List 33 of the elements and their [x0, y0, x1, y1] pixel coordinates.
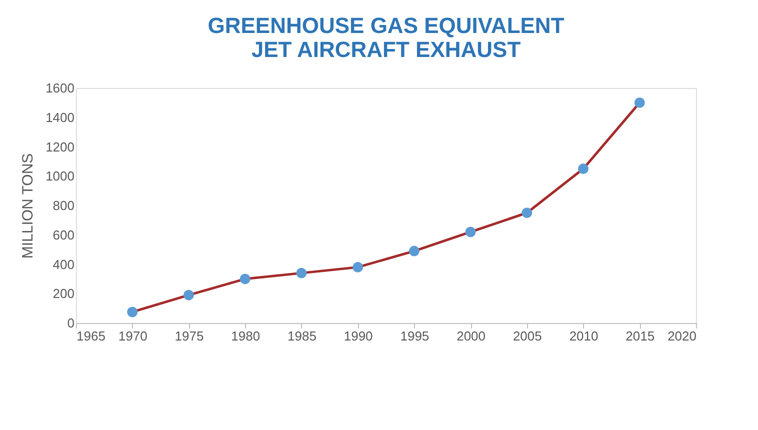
chart-title: GREENHOUSE GAS EQUIVALENT JET AIRCRAFT EXHAUST — [208, 13, 565, 62]
x-tick-label: 2015 — [626, 328, 655, 344]
y-tick-label: 1200 — [46, 139, 74, 154]
x-tick-label: 1970 — [118, 328, 148, 344]
x-tick-label: 2010 — [569, 328, 598, 344]
point — [240, 274, 250, 284]
y-tick-label: 0 — [67, 316, 74, 330]
x-tick-label: 1975 — [174, 328, 204, 344]
point — [127, 306, 138, 318]
x-tick-label: 1965 — [76, 328, 106, 344]
y-tick-label: 1000 — [46, 168, 74, 184]
point — [578, 164, 589, 174]
point — [465, 226, 476, 238]
point — [352, 262, 364, 272]
point — [296, 268, 307, 278]
x-tick-label: 1990 — [344, 328, 373, 344]
x-tick-label: 1980 — [231, 328, 260, 344]
y-tick-label: 1400 — [46, 110, 74, 125]
point — [634, 97, 645, 108]
x-tick-label: 1985 — [287, 328, 316, 344]
point — [522, 208, 532, 218]
x-tick-label: 2005 — [512, 328, 542, 344]
y-tick-label: 1600 — [46, 80, 74, 96]
point — [408, 246, 420, 256]
x-tick-label: 2020 — [668, 328, 696, 344]
y-tick-label: 400 — [52, 256, 74, 272]
y-tick-label: 800 — [52, 198, 74, 213]
y-tick-label: 600 — [52, 227, 74, 242]
x-tick-label: 1995 — [400, 328, 430, 344]
y-tick-label: 200 — [52, 286, 74, 302]
point — [183, 290, 194, 300]
y-axis-title: MILLION TONS — [20, 153, 37, 259]
x-tick-label: 2000 — [456, 328, 486, 344]
